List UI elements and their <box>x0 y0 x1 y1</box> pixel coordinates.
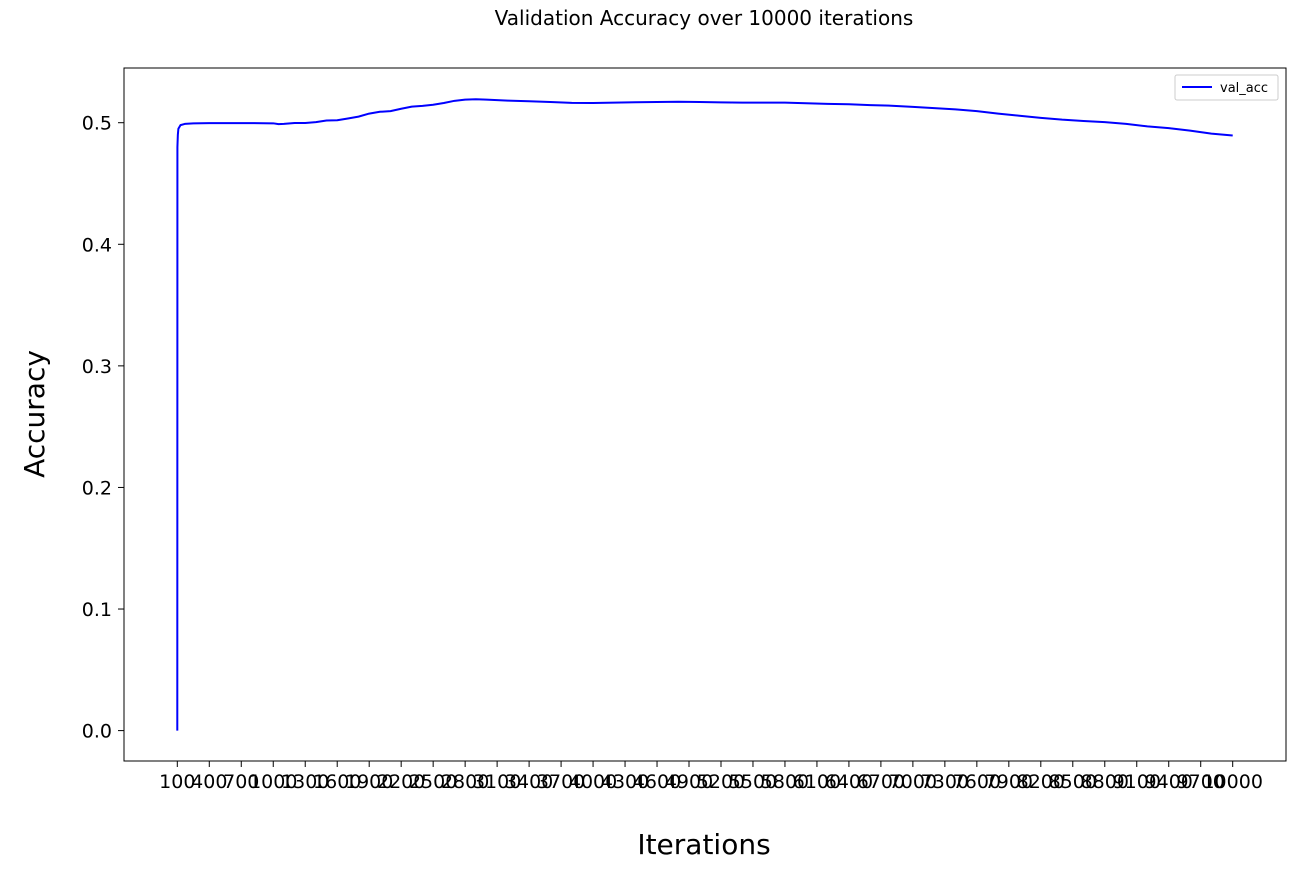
plot-area <box>123 67 1287 762</box>
x-tick-label: 8500 <box>1049 771 1097 793</box>
y-axis: 0.0 0.1 0.2 0.3 0.4 0.5 <box>82 113 124 743</box>
x-tick-label: 1900 <box>345 771 393 793</box>
x-tick-label: 10000 <box>1202 771 1262 793</box>
x-tick-label: 700 <box>223 771 259 793</box>
x-tick-label: 7300 <box>921 771 969 793</box>
x-tick-label: 1000 <box>249 771 297 793</box>
x-tick-label: 4900 <box>665 771 713 793</box>
series-layer <box>176 98 1233 731</box>
y-tick-label: 0.2 <box>82 477 112 499</box>
x-tick-label: 8200 <box>1017 771 1065 793</box>
series-line-val_acc <box>176 98 1233 731</box>
legend: val_acc <box>1174 74 1279 101</box>
legend-label: val_acc <box>1220 81 1268 96</box>
y-tick-label: 0.4 <box>82 234 112 256</box>
x-tick-label: 100 <box>159 771 195 793</box>
chart-title: Validation Accuracy over 10000 iteration… <box>495 6 914 30</box>
x-tick-label: 400 <box>191 771 227 793</box>
x-tick-label: 1300 <box>281 771 329 793</box>
x-tick-label: 6100 <box>793 771 841 793</box>
y-axis-label: Accuracy <box>18 350 51 478</box>
x-tick-label: 5200 <box>697 771 745 793</box>
legend-box <box>1174 74 1279 101</box>
x-tick-label: 1600 <box>313 771 361 793</box>
x-tick-label: 3100 <box>473 771 521 793</box>
x-tick-label: 7900 <box>985 771 1033 793</box>
x-tick-label: 3700 <box>537 771 585 793</box>
y-tick-label: 0.0 <box>82 721 112 743</box>
x-tick-label: 9100 <box>1113 771 1161 793</box>
x-tick-label: 9400 <box>1145 771 1193 793</box>
y-tick-label: 0.1 <box>82 599 112 621</box>
x-tick-label: 5800 <box>761 771 809 793</box>
x-tick-label: 3400 <box>505 771 553 793</box>
y-tick-label: 0.5 <box>82 113 112 135</box>
x-tick-label: 4300 <box>601 771 649 793</box>
y-tick-label: 0.3 <box>82 356 112 378</box>
x-axis-label: Iterations <box>637 828 770 861</box>
x-tick-label: 9700 <box>1177 771 1225 793</box>
x-tick-label: 2800 <box>441 771 489 793</box>
x-axis: 1004007001000130016001900220025002800310… <box>159 761 1263 793</box>
x-tick-label: 6400 <box>825 771 873 793</box>
x-tick-label: 4000 <box>569 771 617 793</box>
x-tick-label: 7600 <box>953 771 1001 793</box>
x-tick-label: 5500 <box>729 771 777 793</box>
x-tick-label: 4600 <box>633 771 681 793</box>
x-tick-label: 2500 <box>409 771 457 793</box>
x-tick-label: 7000 <box>889 771 937 793</box>
x-tick-label: 6700 <box>857 771 905 793</box>
x-tick-label: 8800 <box>1081 771 1129 793</box>
x-tick-label: 2200 <box>377 771 425 793</box>
